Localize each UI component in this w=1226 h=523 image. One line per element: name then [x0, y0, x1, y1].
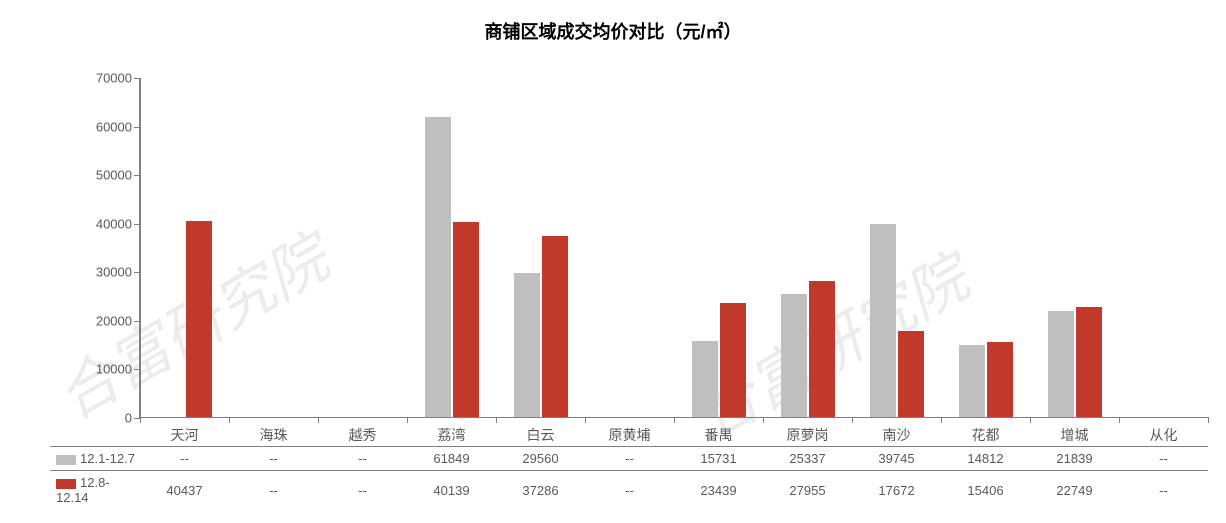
data-cell: 17672	[852, 471, 941, 510]
data-cell: 39745	[852, 447, 941, 471]
data-cell: 15731	[674, 447, 763, 471]
data-cell: 40139	[407, 471, 496, 510]
x-tick-mark	[763, 417, 764, 423]
bar	[186, 221, 212, 417]
x-tick-mark	[585, 417, 586, 423]
data-cell: 25337	[763, 447, 852, 471]
plot-area: 010000200003000040000500006000070000天河海珠…	[140, 78, 1208, 418]
x-category-label: 南沙	[883, 425, 911, 445]
x-tick-mark	[941, 417, 942, 423]
data-cell: 29560	[496, 447, 585, 471]
data-cell: 22749	[1030, 471, 1119, 510]
data-cell: 23439	[674, 471, 763, 510]
data-cell: 40437	[140, 471, 229, 510]
bar	[959, 345, 985, 417]
x-category-label: 白云	[527, 425, 555, 445]
x-category-label: 荔湾	[438, 425, 466, 445]
data-cell: --	[140, 447, 229, 471]
x-category-label: 原黄埔	[609, 425, 651, 445]
x-category-label: 天河	[171, 425, 199, 445]
data-table: 12.1-12.7------6184929560--1573125337397…	[50, 446, 1208, 509]
data-cell: --	[585, 471, 674, 510]
x-tick-mark	[1208, 417, 1209, 423]
bar	[514, 273, 540, 417]
data-table-row: 12.8-12.1440437----4013937286--234392795…	[50, 471, 1208, 510]
x-category-label: 越秀	[349, 425, 377, 445]
data-cell: --	[318, 447, 407, 471]
data-cell: 27955	[763, 471, 852, 510]
legend-cell: 12.1-12.7	[50, 447, 140, 471]
x-category-label: 从化	[1150, 425, 1178, 445]
chart-title: 商铺区域成交均价对比（元/㎡）	[0, 0, 1226, 44]
bar	[720, 303, 746, 417]
x-tick-mark	[229, 417, 230, 423]
bar	[809, 281, 835, 417]
data-cell: --	[318, 471, 407, 510]
data-cell: 37286	[496, 471, 585, 510]
bar	[870, 224, 896, 417]
data-cell: 21839	[1030, 447, 1119, 471]
legend-cell: 12.8-12.14	[50, 471, 140, 510]
bar	[692, 341, 718, 417]
data-cell: 14812	[941, 447, 1030, 471]
x-tick-mark	[407, 417, 408, 423]
bar	[898, 331, 924, 417]
bar	[781, 294, 807, 417]
bar	[542, 236, 568, 417]
x-tick-mark	[1030, 417, 1031, 423]
x-category-label: 增城	[1061, 425, 1089, 445]
bar	[453, 222, 479, 417]
x-tick-mark	[140, 417, 141, 423]
x-category-label: 原萝岗	[787, 425, 829, 445]
legend-swatch	[56, 479, 76, 489]
x-tick-mark	[1119, 417, 1120, 423]
data-cell: --	[229, 447, 318, 471]
x-tick-mark	[674, 417, 675, 423]
data-cell: 15406	[941, 471, 1030, 510]
y-axis-line	[139, 78, 141, 418]
chart-container: 合富研究院 合富研究院 商铺区域成交均价对比（元/㎡） 010000200003…	[0, 0, 1226, 523]
x-category-label: 番禺	[705, 425, 733, 445]
data-cell: 61849	[407, 447, 496, 471]
x-tick-mark	[852, 417, 853, 423]
x-category-label: 海珠	[260, 425, 288, 445]
bar	[1048, 311, 1074, 417]
bar	[425, 117, 451, 417]
bar	[987, 342, 1013, 417]
data-cell: --	[1119, 471, 1208, 510]
legend-label: 12.1-12.7	[80, 451, 135, 466]
x-tick-mark	[496, 417, 497, 423]
bar	[1076, 307, 1102, 417]
data-cell: --	[585, 447, 674, 471]
data-table-row: 12.1-12.7------6184929560--1573125337397…	[50, 447, 1208, 471]
legend-swatch	[56, 455, 76, 465]
data-cell: --	[1119, 447, 1208, 471]
data-cell: --	[229, 471, 318, 510]
x-category-label: 花都	[972, 425, 1000, 445]
x-tick-mark	[318, 417, 319, 423]
